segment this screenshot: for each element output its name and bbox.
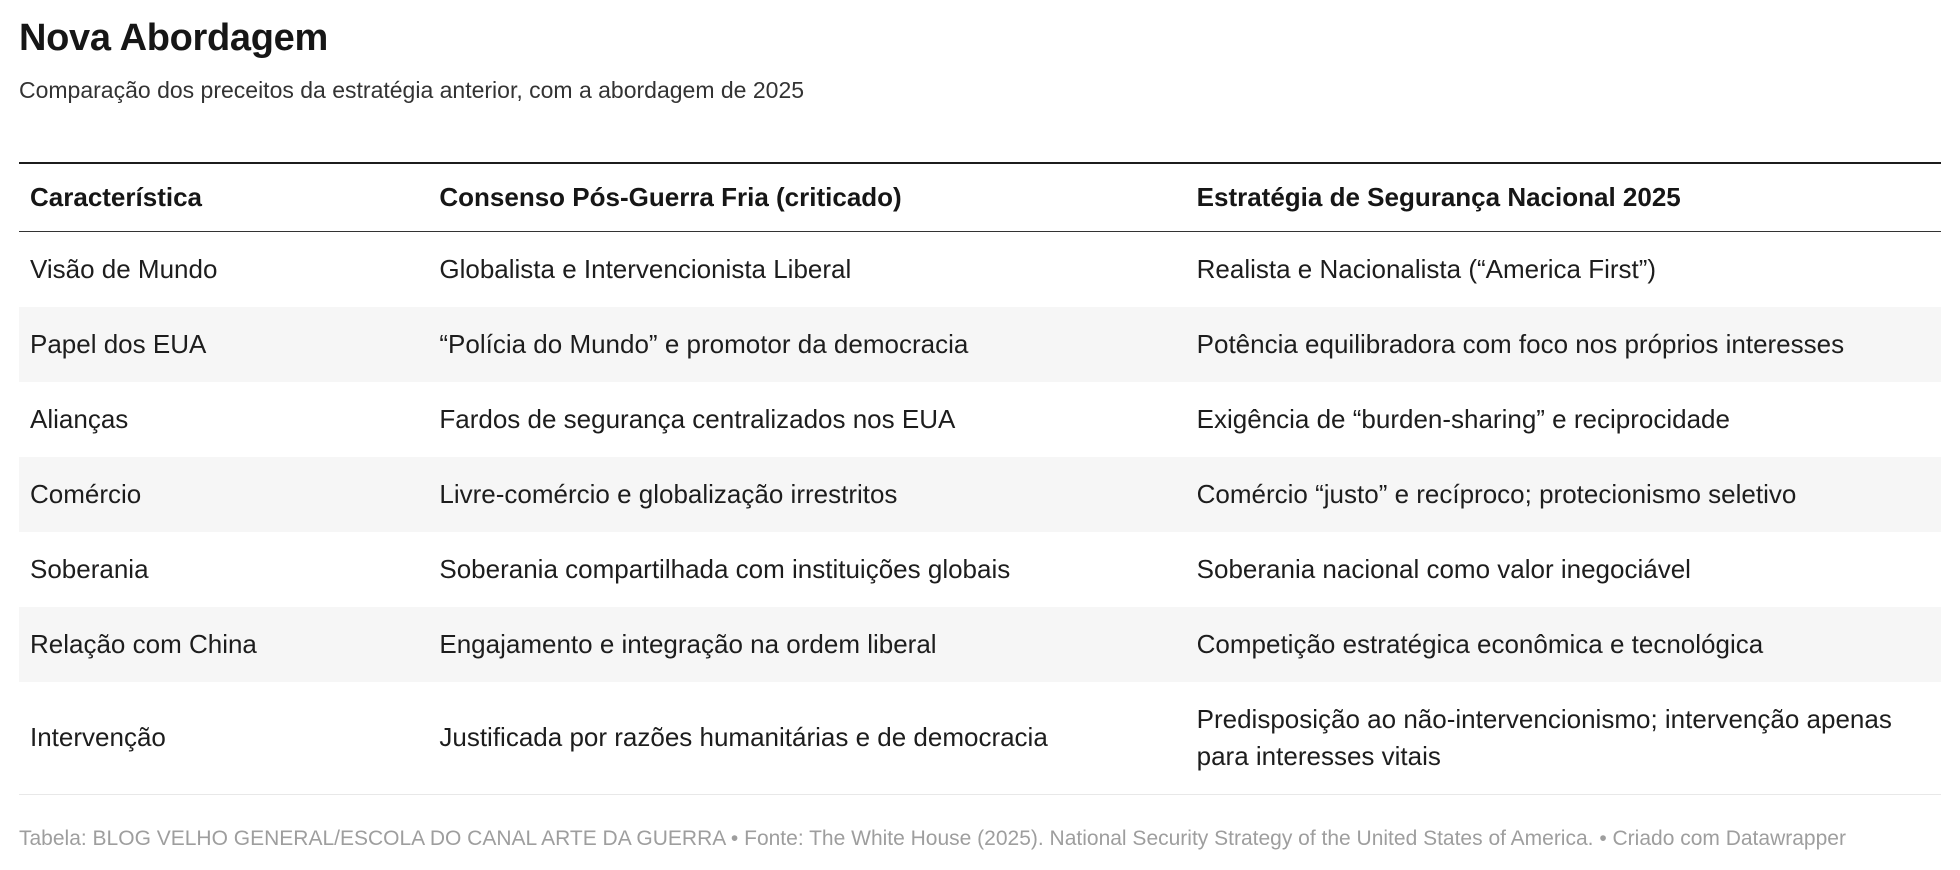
header-row: Característica Consenso Pós-Guerra Fria … [19,163,1941,233]
table-cell: Justificada por razões humanitárias e de… [428,681,1186,795]
row-label-cell: Comércio [30,479,142,510]
table-row: Relação com China Engajamento e integraç… [19,606,1941,682]
table-cell: Potência equilibradora com foco nos próp… [1196,329,1845,360]
table-cell: Exigência de “burden-sharing” e reciproc… [1196,404,1730,435]
table-cell: Soberania compartilhada com instituições… [439,554,1011,585]
table-cell: “Polícia do Mundo” e promotor da democra… [439,329,969,360]
row-label-cell: Papel dos EUA [30,329,207,360]
row-label-cell: Visão de Mundo [30,254,218,285]
table-row: Alianças Fardos de segurança centralizad… [19,382,1941,457]
table-row: Visão de Mundo Globalista e Intervencion… [19,232,1941,307]
table-cell: Soberania nacional como valor inegociáve… [1196,554,1691,585]
chart-title: Nova Abordagem [19,17,329,59]
table-cell: Livre-comércio e globalização irrestrito… [439,479,898,510]
datawrapper-table-visualization: Nova Abordagem Comparação dos preceitos … [19,17,1941,850]
row-label-cell: Intervenção [19,681,429,795]
table-cell: Globalista e Intervencionista Liberal [439,254,852,285]
table-cell: Fardos de segurança centralizados nos EU… [439,404,956,435]
column-header-estrategia-2025: Estratégia de Segurança Nacional 2025 [1185,163,1941,233]
table-row: Papel dos EUA “Polícia do Mundo” e promo… [19,307,1941,383]
row-label-cell: Alianças [30,404,129,435]
table-cell: Realista e Nacionalista (“America First”… [1196,254,1657,285]
table-cell: Predisposição ao não-intervencionismo; i… [1185,681,1941,795]
comparison-table: Característica Consenso Pós-Guerra Fria … [19,162,1941,795]
attribution-footer: Tabela: BLOG VELHO GENERAL/ESCOLA DO CAN… [19,826,1846,850]
chart-subtitle: Comparação dos preceitos da estratégia a… [19,76,805,103]
table-cell: Engajamento e integração na ordem libera… [439,628,937,659]
row-label-cell: Soberania [30,554,149,585]
table-cell: Comércio “justo” e recíproco; protecioni… [1196,479,1797,510]
column-header-consenso-pos-guerra-fria: Consenso Pós-Guerra Fria (criticado) [428,163,1186,233]
table-row: Comércio Livre-comércio e globalização i… [19,457,1941,533]
column-header-caracteristica: Característica [19,163,429,233]
table-cell: Competição estratégica econômica e tecno… [1196,628,1764,659]
row-label-cell: Relação com China [30,628,257,659]
table-row: Intervenção Justificada por razões human… [19,681,1941,795]
table-row: Soberania Soberania compartilhada com in… [19,532,1941,607]
